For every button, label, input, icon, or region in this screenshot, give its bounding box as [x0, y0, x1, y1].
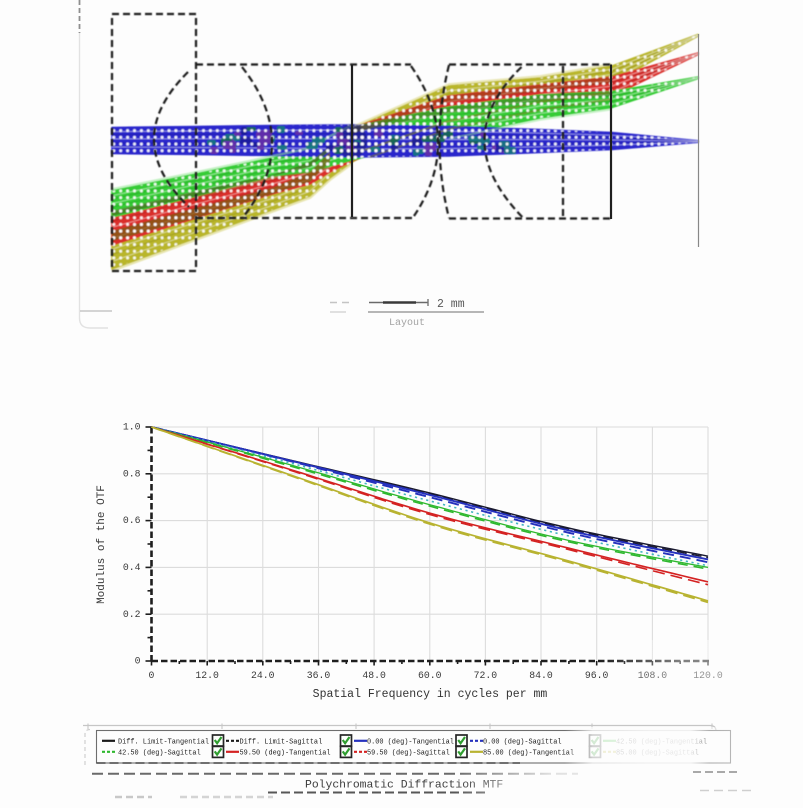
svg-text:0: 0 — [135, 656, 141, 667]
svg-text:Diff. Limit-Tangential: Diff. Limit-Tangential — [118, 739, 209, 747]
svg-text:36.0: 36.0 — [307, 670, 331, 681]
svg-text:48.0: 48.0 — [362, 670, 386, 681]
svg-text:Layout: Layout — [389, 318, 425, 329]
svg-text:2 mm: 2 mm — [437, 298, 465, 311]
svg-text:0.6: 0.6 — [123, 515, 141, 526]
svg-text:0.00 (deg)-Sagittal: 0.00 (deg)-Sagittal — [483, 739, 562, 747]
svg-text:0.00 (deg)-Tangential: 0.00 (deg)-Tangential — [367, 739, 454, 747]
svg-text:96.0: 96.0 — [585, 670, 609, 681]
svg-text:0.4: 0.4 — [123, 562, 141, 573]
svg-text:Diff. Limit-Sagittal: Diff. Limit-Sagittal — [240, 739, 323, 747]
svg-text:85.00 (deg)-Tangential: 85.00 (deg)-Tangential — [483, 750, 574, 758]
svg-text:Polychromatic Diffraction MTF: Polychromatic Diffraction MTF — [305, 780, 503, 792]
svg-text:12.0: 12.0 — [195, 670, 219, 681]
svg-text:1.0: 1.0 — [123, 422, 141, 433]
svg-text:0.8: 0.8 — [123, 468, 141, 479]
svg-text:24.0: 24.0 — [251, 670, 275, 681]
svg-text:42.50 (deg)-Sagittal: 42.50 (deg)-Sagittal — [118, 750, 201, 758]
svg-text:72.0: 72.0 — [474, 670, 498, 681]
svg-text:Modulus of the OTF: Modulus of the OTF — [96, 485, 108, 604]
svg-text:60.0: 60.0 — [418, 670, 442, 681]
svg-text:0.2: 0.2 — [123, 609, 141, 620]
svg-text:0: 0 — [149, 670, 155, 681]
svg-text:Spatial Frequency in cycles pe: Spatial Frequency in cycles per mm — [313, 688, 548, 701]
svg-text:84.0: 84.0 — [529, 670, 553, 681]
svg-text:59.50 (deg)-Sagittal: 59.50 (deg)-Sagittal — [367, 750, 450, 758]
svg-text:59.50 (deg)-Tangential: 59.50 (deg)-Tangential — [240, 750, 331, 758]
